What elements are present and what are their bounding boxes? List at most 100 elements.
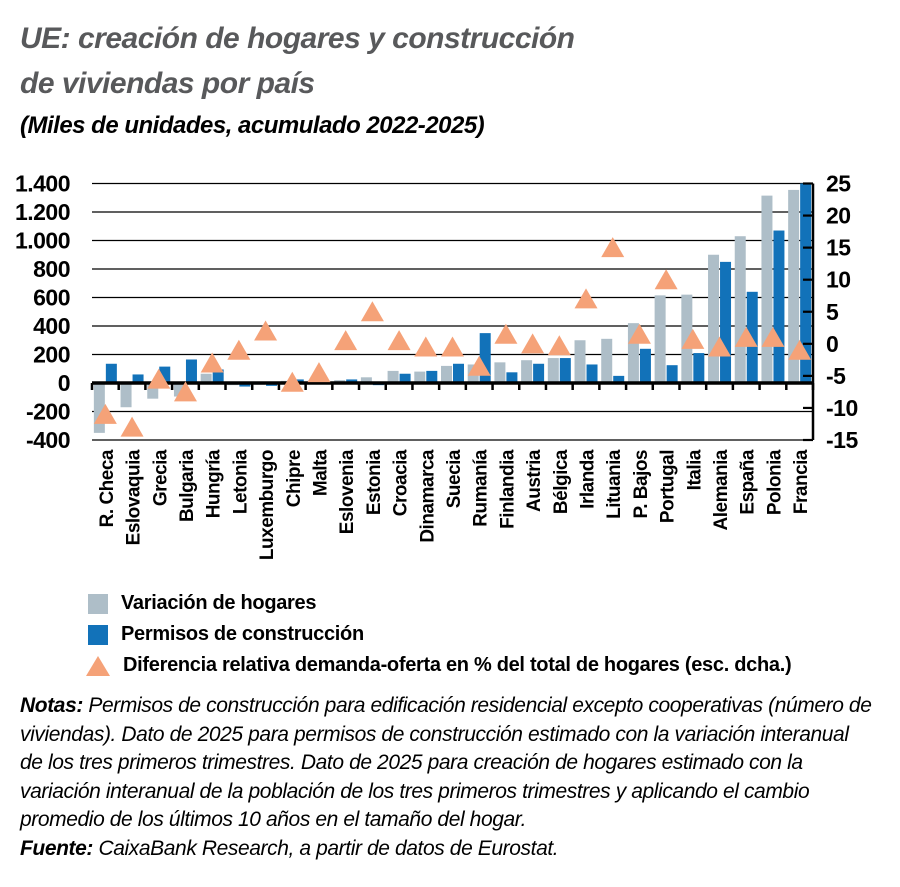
households-bar — [574, 340, 586, 383]
households-bar — [441, 365, 452, 383]
triangle-marker — [173, 381, 197, 402]
triangle-marker — [601, 237, 625, 258]
triangle-marker — [307, 362, 331, 383]
x-axis-label: España — [738, 449, 759, 515]
households-bar — [627, 323, 639, 383]
x-axis-label: Eslovaquia — [124, 449, 145, 545]
x-axis-label: Grecia — [150, 449, 171, 506]
triangle-marker — [120, 416, 144, 437]
households-bar — [734, 236, 746, 383]
notes-text: Notas: Permisos de construcción para edi… — [20, 694, 872, 831]
bar-series — [93, 183, 812, 433]
x-axis-label: Malta — [310, 449, 331, 496]
x-axis-label: Dinamarca — [417, 449, 438, 543]
households-bar — [547, 358, 559, 383]
x-axis-label: Croacia — [391, 449, 412, 516]
permits-bar — [720, 261, 732, 383]
left-axis-tick-label: 0 — [58, 370, 70, 396]
triangle-marker — [681, 328, 705, 349]
source-text: Fuente: CaixaBank Research, a partir de … — [20, 836, 559, 860]
households-bar — [120, 383, 132, 408]
right-axis-tick-label: 25 — [826, 171, 851, 197]
left-axis-tick-label: 1.400 — [15, 171, 70, 197]
permits-bar — [479, 333, 491, 383]
triangle-marker — [360, 301, 384, 322]
category-ticks — [90, 383, 815, 390]
x-axis-label: Rumanía — [471, 449, 492, 527]
triangle-marker — [654, 269, 678, 290]
permits-bar — [666, 365, 678, 383]
left-axis-tick-label: 1.200 — [15, 199, 70, 225]
right-axis-tick-label: 5 — [826, 299, 839, 325]
x-axis-label: Luxemburgo — [257, 450, 278, 560]
permits-bar — [212, 369, 224, 383]
left-axis-tick-label: 400 — [33, 313, 70, 339]
right-axis-tick-label: -5 — [826, 363, 846, 389]
x-axis-label: Suecia — [444, 449, 465, 508]
permits-bar — [613, 375, 625, 383]
households-bar — [494, 362, 506, 383]
permits-bar — [506, 372, 518, 383]
right-axis: 25 20 15 10 5 0 -5 -10 -15 — [803, 171, 859, 453]
x-axis-label: Finlandia — [497, 449, 518, 529]
left-axis-tick-label: 600 — [33, 285, 70, 311]
right-axis-tick-label: 15 — [826, 235, 851, 261]
triangle-marker — [414, 336, 438, 357]
left-axis-tick-label: 200 — [33, 342, 70, 368]
triangle-marker — [334, 330, 358, 351]
x-axis-labels: R. Checa Eslovaquia Grecia Bulgaria Hungría L… — [97, 449, 812, 560]
triangle-marker — [761, 326, 785, 347]
triangle-series — [93, 237, 812, 437]
x-axis-label: Austria — [524, 449, 545, 512]
triangle-marker — [441, 336, 464, 357]
triangle-marker — [147, 368, 171, 389]
triangle-marker — [280, 371, 304, 392]
permits-bar — [292, 379, 304, 383]
x-axis-label: Lituania — [604, 449, 625, 519]
chart-title: UE: creación de hogares y construcción d… — [20, 22, 575, 100]
x-axis-label: Italia — [684, 449, 705, 490]
chart-subtitle: (Miles de unidades, acumulado 2022-2025) — [20, 112, 485, 139]
x-axis-label: R. Checa — [97, 449, 118, 527]
triangle-marker — [574, 288, 598, 309]
households-bar — [414, 371, 426, 383]
permits-bar — [132, 374, 144, 383]
permits-bar — [693, 353, 705, 383]
left-axis-tick-label: 1.000 — [15, 228, 70, 254]
left-axis-tick-label: 800 — [33, 256, 70, 282]
x-axis-label: Estonia — [364, 449, 385, 515]
households-bar — [708, 254, 720, 383]
permits-bar — [426, 370, 438, 383]
permits-bar — [346, 379, 358, 383]
households-bar — [601, 338, 613, 383]
households-bar — [173, 383, 185, 397]
x-axis-label: Polonia — [764, 449, 785, 515]
notes-label: Notas: — [20, 694, 83, 717]
households-swatch-icon — [88, 593, 108, 614]
legend-label: Permisos de construcción — [121, 623, 364, 645]
triangle-marker — [387, 330, 411, 351]
notes-block: Notas: Permisos de construcción para edi… — [20, 692, 875, 863]
right-axis-tick-label: -10 — [826, 395, 858, 421]
source-label: Fuente: — [20, 836, 94, 860]
triangle-marker — [93, 403, 117, 424]
legend: Variación de hogares Permisos de constru… — [86, 588, 888, 681]
triangle-marker — [494, 323, 518, 344]
triangle-marker — [521, 333, 545, 354]
permits-bar — [159, 366, 171, 383]
chart-canvas: 25 20 15 10 5 0 -5 -10 -15 1.400 1.200 1.000 800 600 4… — [0, 166, 900, 586]
x-axis-label: Letonia — [230, 449, 251, 514]
legend-label: Variación de hogares — [121, 592, 317, 614]
triangle-marker — [708, 336, 732, 357]
triangle-marker — [547, 335, 571, 356]
households-bar — [761, 195, 773, 383]
legend-item-difference: Diferencia relativa demanda-oferta en % … — [86, 650, 888, 681]
x-axis-label: Alemania — [711, 449, 732, 530]
triangle-marker — [200, 352, 224, 373]
permits-bar — [559, 358, 571, 383]
legend-item-permits: Permisos de construcción — [88, 619, 888, 650]
left-axis-tick-label: -400 — [26, 427, 70, 453]
households-bar — [93, 383, 105, 433]
